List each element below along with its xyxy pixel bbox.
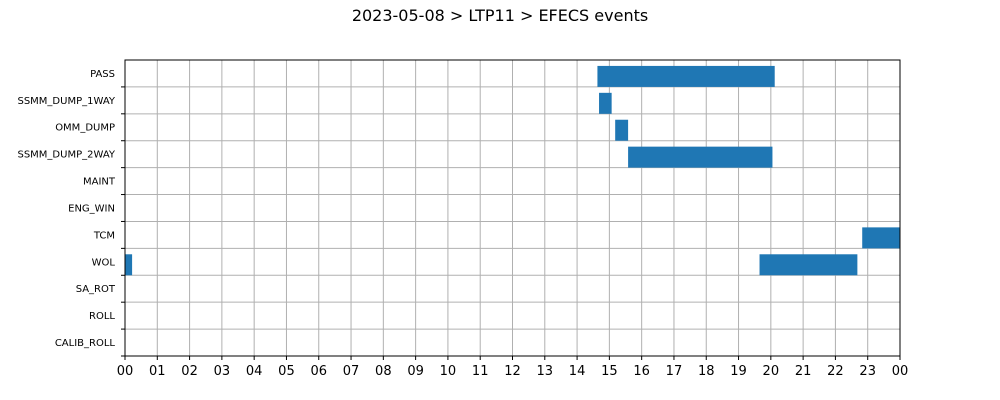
event-bar-ssmm-dump-1way: [599, 92, 612, 114]
y-category-label: WOL: [92, 257, 116, 268]
x-tick-label: 08: [375, 364, 392, 379]
y-category-label: OMM_DUMP: [55, 123, 115, 134]
y-axis-labels: PASS SSMM_DUMP_1WAY OMM_DUMP SSMM_DUMP_2WAY…: [17, 69, 125, 357]
event-bar-ssmm-dump-2way: [628, 146, 773, 168]
x-tick-label: 15: [601, 364, 618, 379]
x-tick-label: 10: [440, 364, 457, 379]
x-tick-label: 12: [504, 364, 521, 379]
x-tick-label: 16: [633, 364, 650, 379]
x-tick-label: 23: [859, 364, 876, 379]
event-bar-wol: [759, 254, 858, 276]
x-tick-label: 18: [698, 364, 715, 379]
x-tick-label: 00: [892, 364, 909, 379]
event-bar-omm-dump: [615, 119, 629, 141]
x-tick-label: 01: [149, 364, 166, 379]
x-tick-label: 21: [795, 364, 812, 379]
x-tick-label: 20: [763, 364, 780, 379]
x-tick-label: 03: [214, 364, 231, 379]
x-tick-label: 13: [537, 364, 554, 379]
x-tick-label: 00: [117, 364, 134, 379]
x-tick-label: 07: [343, 364, 360, 379]
y-category-label: MAINT: [83, 177, 116, 188]
x-tick-label: 05: [278, 364, 295, 379]
x-tick-label: 17: [666, 364, 683, 379]
y-category-label: SA_ROT: [76, 284, 116, 295]
x-tick-label: 06: [310, 364, 327, 379]
event-bar-pass: [597, 65, 775, 87]
event-bar-tcm: [862, 227, 900, 249]
y-category-label: PASS: [90, 69, 115, 80]
x-tick-label: 04: [246, 364, 263, 379]
x-tick-label: 09: [407, 364, 424, 379]
x-tick-label: 22: [827, 364, 844, 379]
x-tick-label: 19: [730, 364, 747, 379]
y-category-label: ROLL: [89, 311, 115, 322]
event-bar-wol: [125, 254, 133, 276]
y-category-label: SSMM_DUMP_2WAY: [17, 150, 115, 161]
bars-layer: [125, 65, 900, 276]
y-category-label: CALIB_ROLL: [55, 338, 116, 349]
y-category-label: SSMM_DUMP_1WAY: [17, 96, 115, 107]
plot-frame: [124, 59, 901, 357]
x-axis-labels: 00 01 02 03 04 05 06 07 08 09 10 11 12 13 14 15 16 17 18 19…: [117, 356, 909, 379]
y-category-label: ENG_WIN: [68, 203, 115, 214]
x-tick-label: 14: [569, 364, 586, 379]
grid-layer: [124, 60, 901, 357]
y-category-label: TCM: [93, 230, 115, 241]
x-tick-label: 02: [181, 364, 198, 379]
chart-title: 2023-05-08 > LTP11 > EFECS events: [351, 6, 649, 25]
x-tick-label: 11: [472, 364, 489, 379]
